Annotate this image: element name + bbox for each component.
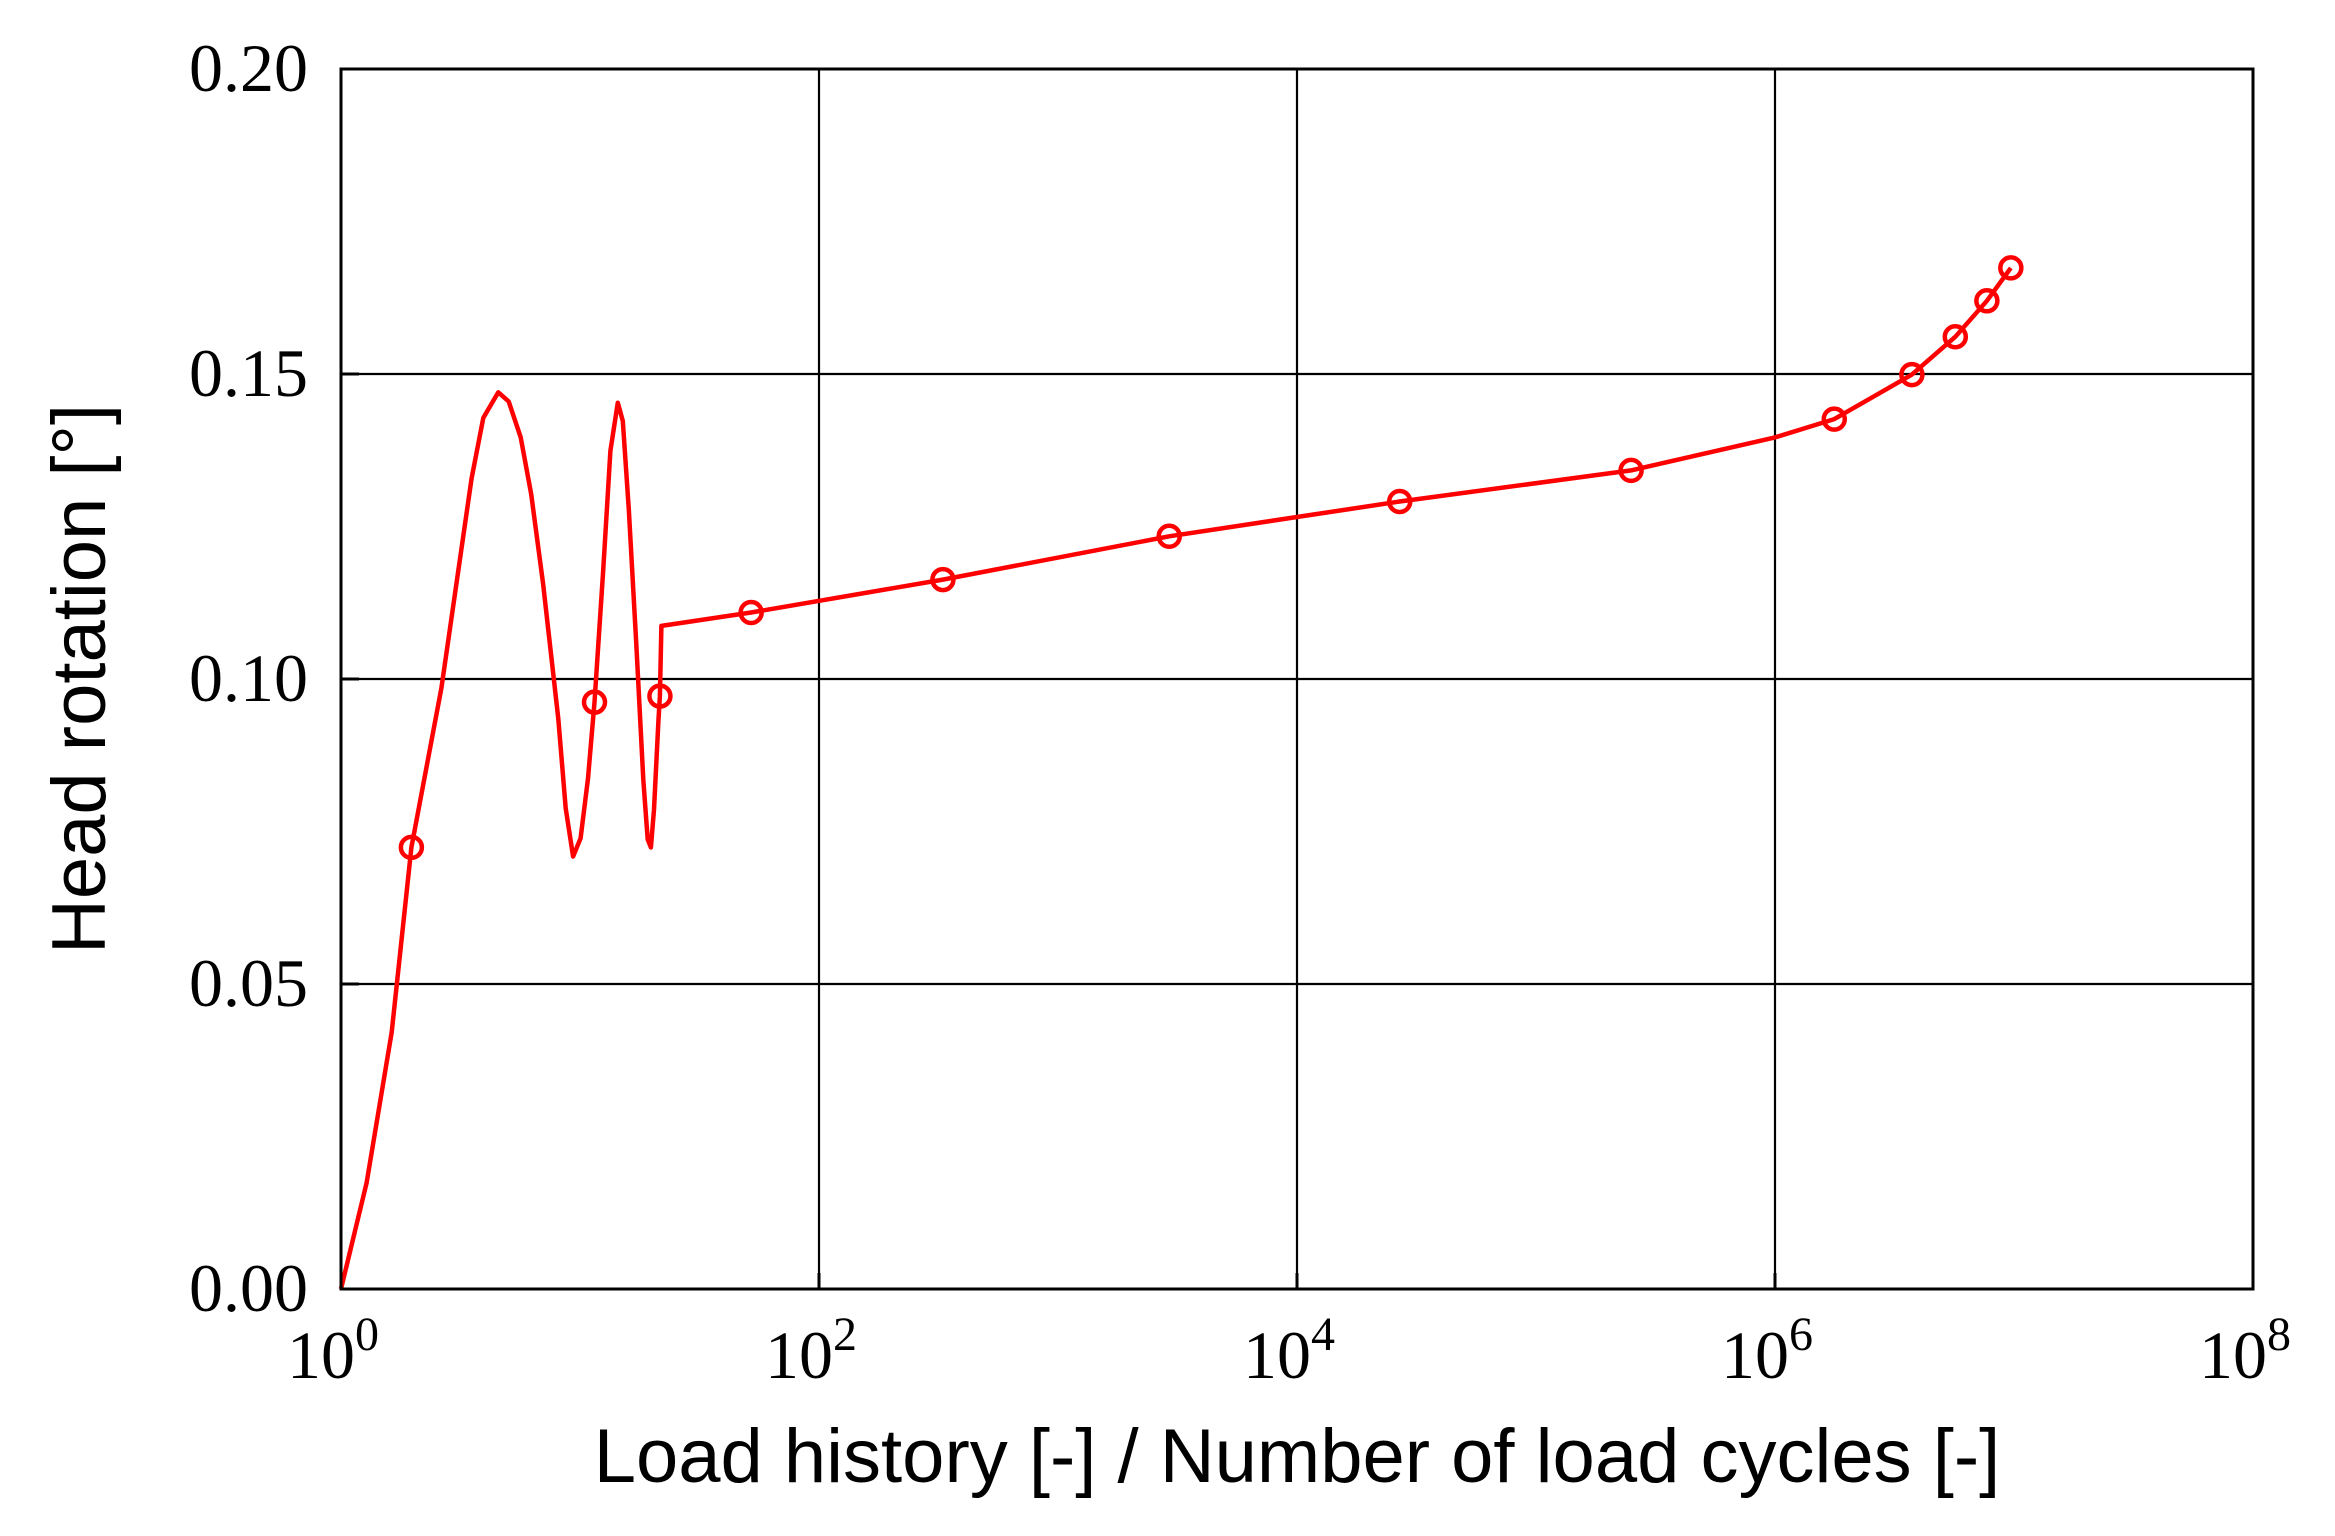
data-point-marker [1942, 324, 1969, 350]
data-point-marker [581, 689, 608, 715]
x-axis-label: Load history [-] / Number of load cycles… [594, 1414, 2001, 1499]
data-point-marker [930, 566, 956, 593]
y-tick-label: 0.05 [189, 945, 308, 1021]
y-tick-label: 0.15 [189, 335, 308, 411]
data-point-marker [1998, 255, 2024, 281]
x-tick-label: 102 [765, 1308, 857, 1393]
data-point-marker [1156, 523, 1182, 550]
grid [339, 67, 2255, 1291]
y-tick-label: 0.10 [189, 640, 308, 716]
x-tick-label: 108 [2199, 1308, 2291, 1393]
plot-frame [339, 67, 2255, 1291]
tick-labels: 100 102 104 106 108 0.00 0.05 0.10 0.15 0.20 [189, 30, 2291, 1393]
data-point-marker [1899, 361, 1925, 388]
x-tick-label: 104 [1243, 1308, 1335, 1393]
y-axis-label: Head rotation [°] [37, 404, 122, 954]
x-tick-label: 100 [287, 1308, 379, 1393]
y-tick-label: 0.00 [189, 1250, 308, 1326]
data-point-marker [1618, 457, 1644, 484]
data-point-marker [1974, 288, 2000, 314]
y-tick-label: 0.20 [189, 30, 308, 106]
data-point-marker [398, 834, 425, 861]
series [338, 255, 2024, 1290]
data-point-marker [1821, 406, 1848, 432]
x-tick-label: 106 [1721, 1308, 1813, 1393]
data-point-marker [1386, 488, 1413, 515]
data-point-marker [647, 683, 673, 709]
series-line [338, 266, 2013, 1290]
data-point-marker [738, 599, 764, 626]
